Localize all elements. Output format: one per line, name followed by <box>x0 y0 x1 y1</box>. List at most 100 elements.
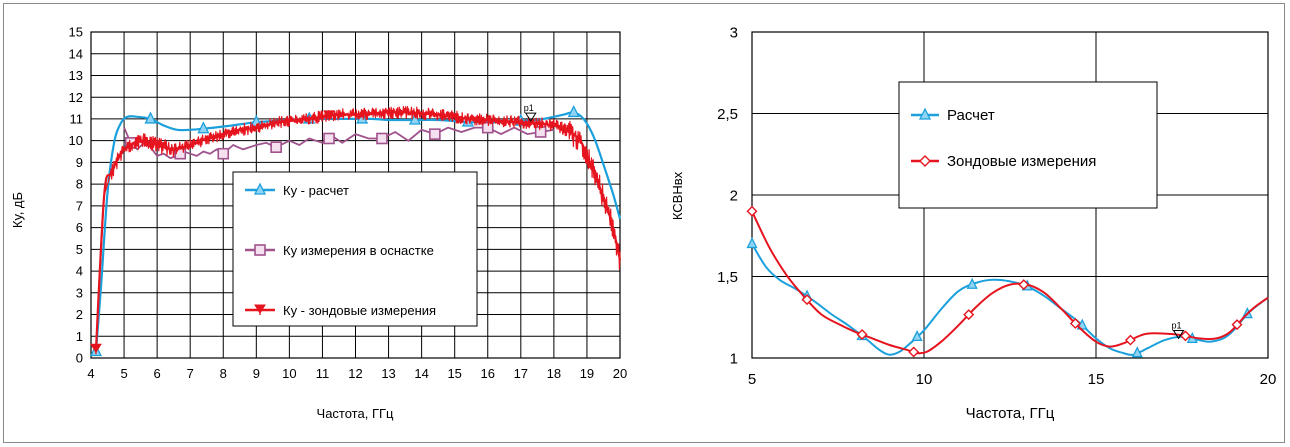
x-tick-label: 10 <box>916 371 933 388</box>
y-tick-label: 1 <box>76 329 83 344</box>
legend-marker-icon <box>919 155 931 167</box>
series-marker <box>1018 279 1030 291</box>
y-tick-label: 5 <box>76 242 83 257</box>
p1-marker-icon <box>1172 329 1185 340</box>
y-tick-label: 1,5 <box>717 269 738 286</box>
series-marker <box>908 346 920 358</box>
legend-label: Ку - зондовые измерения <box>283 303 436 318</box>
legend-label: Расчет <box>947 107 995 124</box>
x-tick-label: 10 <box>282 366 296 381</box>
p1-marker-label: p1 <box>1172 320 1182 330</box>
legend: Ку - расчет Ку измерения в оснастке Ку - з… <box>232 171 478 327</box>
x-tick-label: 19 <box>580 366 594 381</box>
x-tick-label: 6 <box>154 366 161 381</box>
y-tick-label: 1 <box>730 350 738 367</box>
x-tick-label: 15 <box>1088 371 1105 388</box>
x-tick-label: 16 <box>481 366 495 381</box>
series-1 <box>746 237 1269 358</box>
series-trend-line <box>94 111 622 350</box>
y-tick-label: 0 <box>76 351 83 366</box>
y-tick-label: 2 <box>76 307 83 322</box>
series-marker <box>323 132 335 145</box>
x-tick-label: 17 <box>514 366 528 381</box>
y-tick-label: 3 <box>730 24 738 41</box>
y-tick-label: 14 <box>69 46 83 61</box>
y-tick-label: 11 <box>70 111 84 126</box>
series-marker <box>429 128 441 140</box>
series-marker <box>963 309 975 321</box>
series-marker <box>534 126 547 138</box>
series-marker <box>567 104 580 118</box>
x-tick-label: 5 <box>748 371 756 388</box>
legend-box <box>898 81 1158 209</box>
legend-item-1: Ку - расчет <box>245 182 349 198</box>
legend-marker-icon <box>254 304 266 315</box>
series-3 <box>90 105 622 355</box>
series-marker <box>270 141 282 153</box>
chart-vswr: КСВНвх Частота, ГГц 5 10 15 20 1 1,5 2 2,5 3 p1 Ра… <box>670 24 1276 422</box>
series-marker <box>1131 346 1143 358</box>
y-axis-label: Ку, дБ <box>10 192 25 228</box>
series-marker <box>376 132 388 145</box>
y-tick-label: 12 <box>69 90 83 105</box>
x-tick-label: 9 <box>253 366 260 381</box>
legend-item-1: Расчет <box>911 107 995 124</box>
x-tick-label: 15 <box>447 366 461 381</box>
x-tick-label: 8 <box>220 366 227 381</box>
legend-label: Ку - расчет <box>283 183 349 198</box>
plot-frame <box>90 31 621 359</box>
legend-marker-icon <box>254 244 266 256</box>
x-tick-label: 20 <box>613 366 627 381</box>
plot-frame <box>751 31 1269 359</box>
x-tick-label: 18 <box>547 366 561 381</box>
y-tick-label: 4 <box>76 264 83 279</box>
y-tick-label: 13 <box>69 68 83 83</box>
series-2 <box>123 121 555 160</box>
figure-frame <box>3 3 1285 443</box>
x-axis-label: Частота, ГГц <box>966 405 1055 422</box>
series-marker <box>911 329 923 342</box>
y-axis-label: КСВНвх <box>670 171 685 220</box>
series-2 <box>746 205 1269 358</box>
y-tick-label: 15 <box>69 25 83 40</box>
y-tick-label: 2 <box>730 187 738 204</box>
legend: Расчет Зондовые измерения <box>898 81 1158 209</box>
legend-label: Ку измерения в оснастке <box>283 243 434 258</box>
series-marker <box>197 121 210 134</box>
series-marker <box>856 329 868 341</box>
series-marker <box>1124 334 1136 346</box>
series-marker <box>144 111 157 124</box>
series-marker <box>323 110 335 121</box>
chart-gain: Ку, дБ Частота, ГГц 4 5 6 7 8 9 10 11 12 13 14 15 16… <box>10 25 627 421</box>
x-axis-label: Частота, ГГц <box>317 406 394 421</box>
legend-item-3: Ку - зондовые измерения <box>245 303 436 318</box>
y-tick-label: 9 <box>76 155 83 170</box>
x-tick-label: 12 <box>348 366 362 381</box>
series-line <box>95 105 621 350</box>
legend-item-2: Зондовые измерения <box>911 153 1096 170</box>
y-tick-label: 7 <box>76 198 83 213</box>
series-marker <box>1069 317 1081 329</box>
x-tick-label: 5 <box>120 366 127 381</box>
y-tick-label: 3 <box>76 285 83 300</box>
series-marker <box>1179 330 1191 342</box>
series-marker <box>746 205 758 217</box>
series-line <box>123 126 555 160</box>
y-tick-label: 8 <box>76 177 83 192</box>
series-marker <box>217 147 230 160</box>
p1-marker-icon <box>524 112 537 123</box>
series-marker <box>1231 319 1243 331</box>
legend-marker-icon <box>918 107 932 120</box>
x-tick-label: 20 <box>1260 371 1277 388</box>
legend-marker-icon <box>253 182 267 195</box>
x-tick-label: 13 <box>381 366 395 381</box>
series-marker <box>966 277 978 289</box>
series-marker <box>801 294 813 306</box>
series-marker <box>90 343 102 355</box>
x-tick-label: 14 <box>414 366 428 381</box>
y-tick-label: 10 <box>69 133 83 148</box>
y-tick-label: 2,5 <box>717 106 738 123</box>
p1-marker-label: p1 <box>524 103 534 113</box>
series-marker <box>746 237 758 249</box>
